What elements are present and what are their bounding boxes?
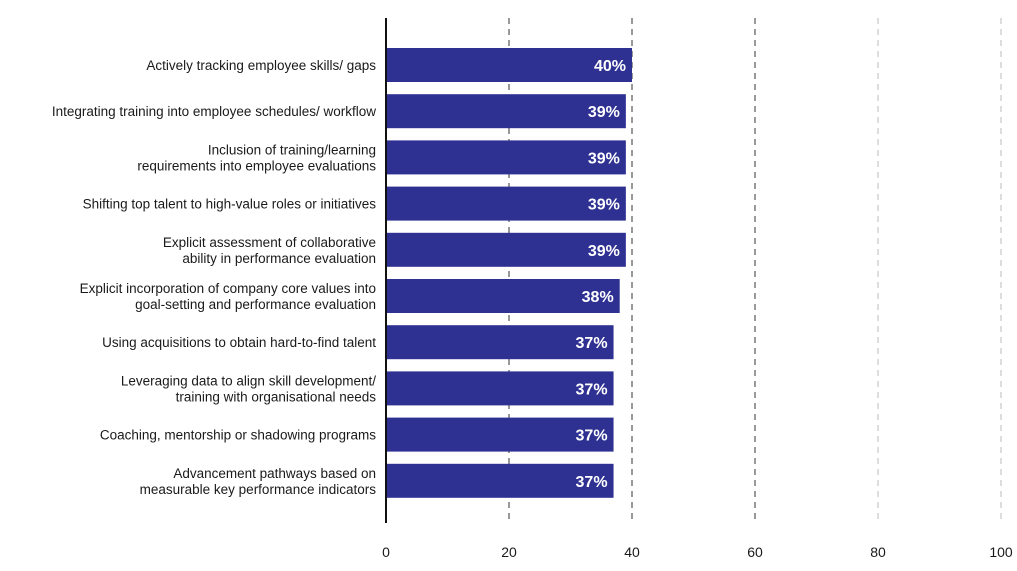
bar-6 (386, 279, 620, 313)
x-tick-label-80: 80 (870, 544, 886, 560)
category-label-9: Coaching, mentorship or shadowing progra… (100, 428, 376, 443)
x-tick-label-60: 60 (747, 544, 763, 560)
data-label-3: 39% (588, 150, 620, 167)
category-label-2: Integrating training into employee sched… (52, 104, 376, 119)
bar-3 (386, 140, 626, 175)
category-label-5: Explicit assessment of collaborative abil… (163, 235, 376, 266)
bar-1 (386, 48, 632, 82)
bar-4 (386, 186, 626, 221)
data-label-4: 39% (588, 197, 620, 214)
category-labels: Actively tracking employee skills/ gaps I… (52, 58, 376, 497)
data-label-5: 39% (588, 243, 620, 260)
bar-5 (386, 232, 626, 267)
data-label-1: 40% (594, 58, 626, 75)
bar-2 (386, 94, 626, 129)
data-label-10: 37% (576, 474, 608, 491)
bars: 40% 39% 39% 39% 39% 38% 37% 37% 37% 37% (386, 48, 632, 498)
data-label-2: 39% (588, 104, 620, 121)
data-label-8: 37% (576, 381, 608, 398)
category-label-3: Inclusion of training/learning requiremen… (137, 142, 376, 173)
x-axis-ticks: 0 20 40 60 80 100 (382, 544, 1013, 560)
bar-9 (386, 417, 614, 452)
category-label-6: Explicit incorporation of company core v… (80, 281, 376, 312)
category-label-10: Advancement pathways based on measurable … (140, 466, 377, 497)
bar-7 (386, 325, 614, 360)
data-label-7: 37% (576, 335, 608, 352)
bar-8 (386, 371, 614, 406)
data-label-9: 37% (576, 428, 608, 445)
data-label-6: 38% (582, 289, 614, 306)
category-label-7: Using acquisitions to obtain hard-to-fin… (102, 335, 376, 350)
x-tick-label-0: 0 (382, 544, 390, 560)
bar-10 (386, 463, 614, 498)
x-tick-label-20: 20 (501, 544, 517, 560)
x-tick-label-100: 100 (989, 544, 1013, 560)
category-label-8: Leveraging data to align skill developme… (121, 373, 376, 404)
x-tick-label-40: 40 (624, 544, 640, 560)
category-label-4: Shifting top talent to high-value roles … (83, 197, 377, 212)
category-label-1: Actively tracking employee skills/ gaps (146, 58, 376, 73)
